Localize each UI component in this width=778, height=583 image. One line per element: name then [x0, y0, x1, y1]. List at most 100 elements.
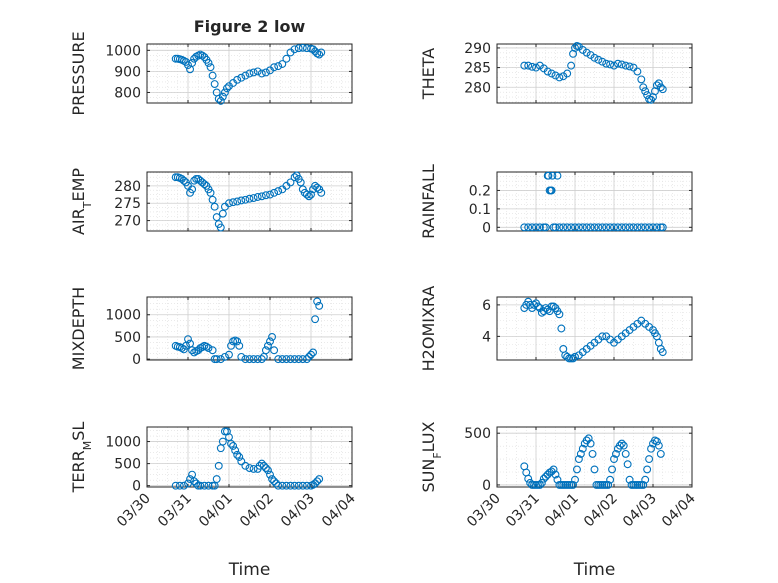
- data-point: [266, 190, 274, 199]
- data-point: [594, 55, 603, 64]
- data-point: [307, 190, 315, 199]
- data-point: [192, 479, 201, 488]
- data-point: [245, 355, 254, 364]
- data-point: [198, 343, 207, 352]
- data-point: [543, 67, 552, 76]
- data-point: [311, 479, 320, 488]
- data-point: [311, 315, 320, 324]
- data-point: [602, 223, 611, 232]
- data-point: [218, 92, 227, 101]
- data-point: [578, 45, 587, 54]
- data-point: [233, 450, 242, 459]
- data-point: [598, 57, 607, 66]
- data-point: [278, 355, 287, 364]
- data-point: [563, 223, 572, 232]
- data-point: [656, 449, 665, 458]
- data-point: [567, 61, 576, 70]
- data-point: [633, 67, 642, 76]
- data-point: [541, 223, 550, 232]
- data-point: [557, 324, 566, 333]
- data-point: [617, 60, 626, 69]
- y-tick-label: 1000: [105, 308, 141, 324]
- axes-background: [147, 44, 352, 103]
- data-point: [533, 302, 542, 311]
- data-point: [212, 475, 221, 484]
- data-point: [621, 223, 630, 232]
- x-tick-label: 04/02: [581, 491, 621, 531]
- data-point: [528, 62, 537, 71]
- data-point: [553, 475, 562, 484]
- data-point: [658, 223, 667, 232]
- data-point: [270, 63, 279, 72]
- data-point: [186, 475, 195, 484]
- data-point: [249, 355, 258, 364]
- subplot-mixdepth: 0 500 1000 MIXDEPTH: [69, 287, 353, 370]
- chart-title: Figure 2 low: [194, 17, 306, 36]
- data-point: [257, 459, 266, 468]
- data-point: [233, 337, 242, 346]
- y-tick-label: 1000: [105, 43, 141, 59]
- data-point: [588, 449, 597, 458]
- data-point: [241, 355, 250, 364]
- data-point: [233, 75, 242, 84]
- x-tick-label: 04/03: [278, 491, 318, 531]
- subplot-pressure: 800 900 1000 PRESSURE Figure 2 low: [69, 17, 353, 116]
- data-point: [535, 480, 544, 489]
- data-point: [274, 187, 283, 196]
- data-point: [233, 197, 242, 206]
- data-point: [563, 352, 572, 361]
- data-point: [633, 223, 642, 232]
- data-point: [606, 60, 615, 69]
- data-point: [574, 455, 583, 464]
- data-point: [590, 223, 599, 232]
- y-tick-label: 280: [114, 179, 141, 195]
- data-point: [237, 457, 246, 466]
- data-point: [544, 171, 553, 180]
- data-point: [547, 186, 556, 195]
- data-point: [210, 355, 219, 364]
- axes-box: [146, 43, 353, 104]
- data-point: [307, 350, 315, 359]
- data-point: [282, 481, 291, 490]
- data-point: [313, 183, 322, 192]
- subplot-terr-msl: 0 500 1000 03/30 03/31 04/01 04/02 04/03 04/04 TE…: [69, 422, 359, 580]
- data-point: [235, 453, 244, 461]
- data-point: [652, 81, 661, 90]
- data-point: [637, 223, 646, 232]
- data-point: [179, 176, 188, 185]
- data-point: [290, 355, 299, 364]
- y-tick-label: 500: [114, 457, 141, 473]
- axes-box: [496, 296, 693, 361]
- series-markers: [171, 297, 324, 364]
- data-point: [208, 346, 217, 355]
- data-point: [175, 481, 184, 490]
- data-point: [574, 223, 583, 232]
- data-point: [202, 342, 211, 351]
- y-tick-label: 900: [114, 64, 141, 80]
- y-tick-label: 6: [482, 298, 491, 314]
- y-tick-label: 0.1: [469, 202, 491, 218]
- data-point: [305, 352, 313, 361]
- series-markers: [520, 42, 667, 104]
- data-point: [551, 71, 560, 80]
- y-tick-label: 0: [482, 220, 491, 236]
- data-point: [559, 72, 568, 81]
- data-point: [594, 223, 603, 232]
- data-point: [549, 465, 558, 474]
- data-point: [535, 61, 544, 70]
- x-tick-label: 04/03: [620, 491, 660, 531]
- data-point: [617, 223, 626, 232]
- y-axis-label: THETA: [419, 48, 438, 100]
- data-point: [590, 53, 599, 62]
- data-point: [309, 348, 317, 357]
- data-point: [305, 192, 313, 201]
- data-point: [629, 223, 638, 232]
- data-point: [548, 171, 557, 180]
- data-point: [245, 464, 254, 472]
- data-point: [613, 59, 622, 68]
- data-point: [654, 79, 663, 88]
- data-point: [241, 461, 250, 470]
- data-point: [190, 348, 199, 357]
- data-point: [641, 87, 650, 96]
- x-tick-label: 04/01: [542, 491, 582, 531]
